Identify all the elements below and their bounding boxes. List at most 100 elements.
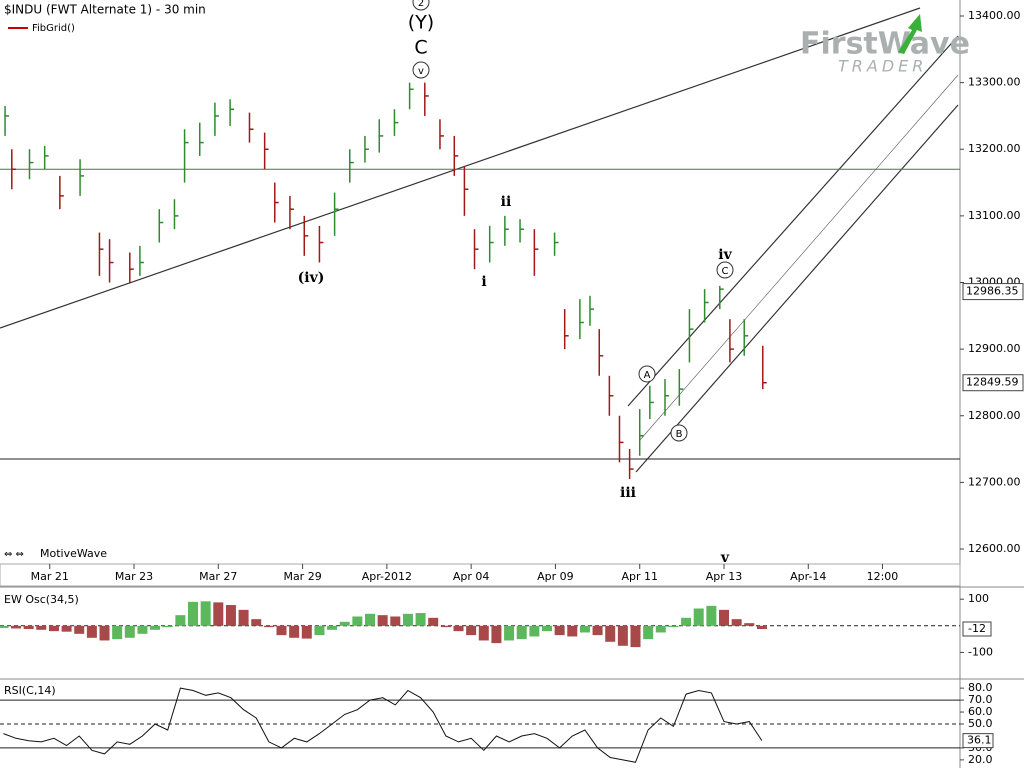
osc-bar — [402, 613, 413, 626]
osc-bar — [529, 625, 540, 637]
osc-bar — [124, 625, 135, 638]
osc-bar — [453, 625, 464, 632]
osc-bar — [175, 615, 186, 626]
wave-circle — [412, 61, 430, 79]
x-tick-label: Mar 29 — [283, 570, 321, 583]
logo-tagline: TRADER — [838, 57, 927, 76]
x-tick-label: Mar 23 — [115, 570, 153, 583]
footer-label: MotiveWave — [40, 547, 107, 560]
y-tick-label: 12600.00 — [968, 542, 1021, 555]
osc-bar — [263, 625, 274, 628]
osc-bar — [339, 621, 350, 626]
osc-bar — [377, 615, 388, 626]
osc-bar — [188, 601, 199, 626]
osc-bar — [99, 625, 110, 641]
x-tick-label: Apr 13 — [706, 570, 743, 583]
wave-circle — [670, 424, 688, 442]
osc-bar — [440, 625, 451, 628]
channel-lower — [635, 104, 959, 473]
osc-bar — [542, 625, 553, 632]
wave-label: v — [418, 66, 424, 77]
panel-title: EW Osc(34,5) — [4, 593, 79, 606]
rsi-marker-label: 36.1 — [967, 734, 992, 747]
logo-name: FirstWave — [800, 27, 970, 62]
osc-bar — [36, 625, 47, 630]
osc-bar — [48, 625, 59, 632]
osc-bar — [655, 625, 666, 633]
y-tick-label: 13400.00 — [968, 9, 1021, 22]
osc-bar — [579, 625, 590, 633]
osc-bar — [744, 623, 755, 626]
osc-bar — [643, 625, 654, 640]
osc-bar — [23, 625, 34, 630]
price-marker — [962, 283, 1024, 301]
osc-bar — [390, 616, 401, 626]
nav-arrows[interactable]: ⇔ ⇔ — [4, 549, 24, 560]
osc-bar — [162, 625, 173, 628]
y-tick-label: 13100.00 — [968, 209, 1021, 222]
osc-bar — [314, 625, 325, 636]
osc-bar — [756, 625, 767, 630]
wave-label: (iv) — [298, 270, 325, 286]
wave-label: iv — [718, 247, 732, 263]
osc-bar — [213, 602, 224, 626]
x-tick-label: Apr 09 — [537, 570, 574, 583]
osc-bar — [681, 617, 692, 626]
wave-label: C — [722, 266, 729, 277]
osc-bar — [592, 625, 603, 636]
logo: FirstWave TRADER — [800, 14, 970, 76]
osc-bar — [0, 625, 9, 628]
study-label: FibGrid() — [32, 23, 75, 34]
osc-bar — [137, 625, 148, 634]
y-tick-label: 20.0 — [968, 753, 993, 766]
wave-circle — [638, 365, 656, 383]
x-tick-label: Apr-14 — [790, 570, 826, 583]
osc-bar — [516, 625, 527, 640]
osc-bar — [504, 625, 515, 641]
y-tick-label: 12900.00 — [968, 342, 1021, 355]
x-tick-label: Apr-2012 — [362, 570, 412, 583]
osc-bar — [61, 625, 72, 632]
osc-bar — [668, 625, 679, 628]
wave-circle — [716, 261, 734, 279]
osc-bar — [112, 625, 123, 640]
osc-bar — [327, 625, 338, 630]
osc-bar — [352, 616, 363, 626]
x-tick-label: Apr 04 — [453, 570, 490, 583]
osc-bar — [301, 625, 312, 639]
osc-bar — [415, 613, 426, 626]
osc-bar — [74, 625, 85, 634]
osc-bar — [617, 625, 628, 646]
y-tick-label: 100 — [968, 592, 989, 605]
trend-line — [0, 7, 921, 329]
y-tick-label: 12700.00 — [968, 475, 1021, 488]
osc-bar — [365, 613, 376, 626]
osc-bar — [731, 619, 742, 626]
y-tick-label: 80.0 — [968, 681, 993, 694]
y-tick-label: 60.0 — [968, 705, 993, 718]
y-tick-label: 12800.00 — [968, 409, 1021, 422]
osc-bar — [200, 601, 211, 626]
wave-label: iii — [620, 485, 636, 501]
wave-label: 2 — [418, 0, 424, 9]
price-marker — [962, 374, 1024, 392]
panel-title: RSI(C,14) — [4, 684, 56, 697]
wave-label: i — [481, 274, 486, 290]
price-marker-label: 12849.59 — [966, 376, 1019, 389]
osc-bar — [238, 609, 249, 626]
osc-bar — [630, 625, 641, 648]
wave-label: v — [720, 550, 730, 566]
wave-label: ii — [501, 194, 512, 210]
wave-label: A — [644, 370, 651, 381]
osc-bar — [491, 625, 502, 644]
x-tick-label: 12:00 — [867, 570, 899, 583]
y-tick-label: -100 — [968, 645, 993, 658]
wave-label: C — [414, 37, 427, 59]
x-tick-label: Mar 27 — [199, 570, 237, 583]
osc-bar — [11, 625, 22, 629]
chart-title: $INDU (FWT Alternate 1) - 30 min — [4, 3, 206, 17]
wave-circle — [412, 0, 430, 11]
osc-bar — [86, 625, 97, 638]
osc-bar — [150, 625, 161, 630]
